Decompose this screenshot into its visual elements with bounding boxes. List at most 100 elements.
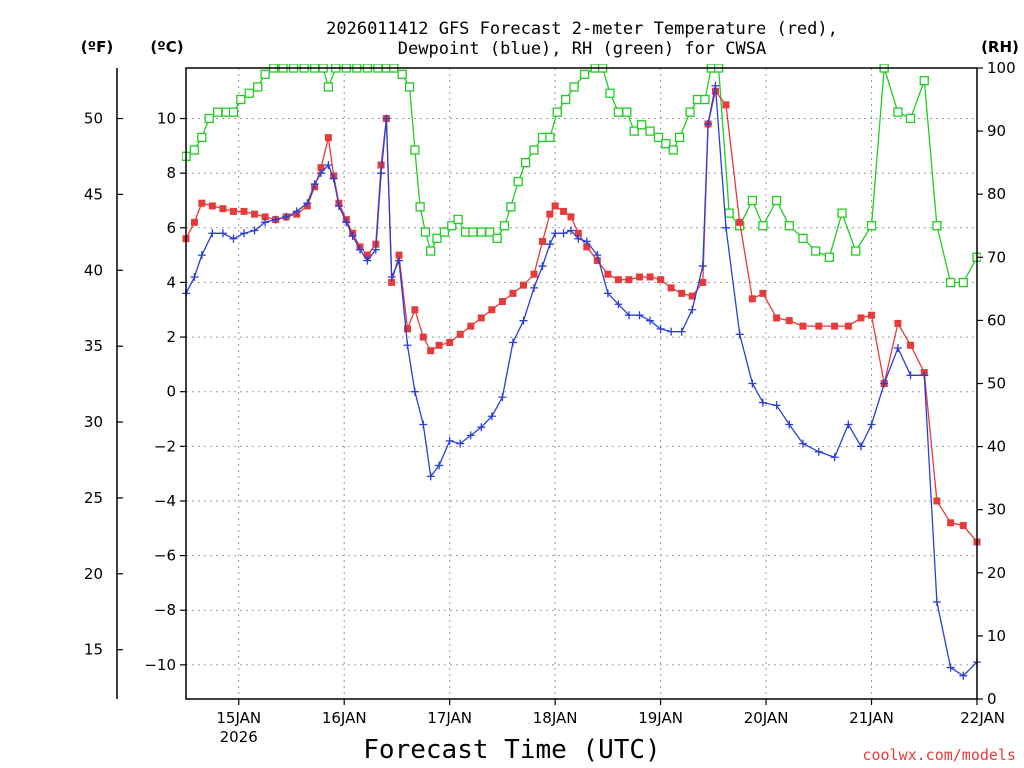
temperature-point [446, 339, 454, 347]
dewpoint-point [363, 256, 372, 265]
dewpoint-point [487, 412, 496, 421]
rh-point [605, 88, 615, 98]
dewpoint-point [635, 311, 644, 320]
dewpoint-point [282, 212, 291, 221]
rh-point [189, 145, 200, 155]
temperature-point [509, 289, 517, 297]
celsius-tick-label: −2 [154, 437, 176, 455]
dewpoint-point [721, 223, 730, 232]
temperature-point [907, 341, 915, 349]
rh-point [629, 126, 639, 136]
rh-point [253, 82, 263, 92]
dewpoint-point [844, 420, 853, 429]
rh-point [758, 221, 768, 231]
temperature-point [604, 270, 612, 278]
dewpoint-point [814, 447, 823, 456]
dewpoint-point [395, 256, 404, 265]
rh-point [228, 107, 239, 117]
dewpoint-point [582, 237, 591, 246]
rh-point [932, 221, 942, 231]
dewpoint-point [382, 114, 391, 123]
temperature-point [324, 134, 332, 142]
rh-point [798, 233, 808, 244]
plot-frame [185, 67, 978, 700]
dewpoint-point [867, 420, 876, 429]
rh-point [837, 208, 847, 218]
fahrenheit-tick-label: 40 [84, 261, 103, 279]
rh-point [545, 132, 555, 143]
x-tick-label: 21JAN [849, 709, 894, 727]
dewpoint-point [342, 218, 351, 227]
temperature-point [857, 314, 865, 322]
rh-point [468, 227, 478, 237]
temperature-point [377, 161, 385, 169]
rh-point [236, 94, 246, 105]
temperature-point [699, 278, 707, 286]
celsius-unit-label: (ºC) [150, 38, 183, 56]
dewpoint-point [250, 226, 259, 235]
rh-point [426, 246, 436, 256]
x-tick-label: 16JAN [322, 709, 367, 727]
dewpoint-point [387, 272, 396, 281]
dewpoint-point [208, 229, 217, 238]
dewpoint-point [559, 229, 568, 238]
dewpoint-point [377, 169, 386, 178]
dewpoint-point [292, 207, 301, 216]
dewpoint-point [624, 311, 633, 320]
temperature-point [388, 278, 396, 286]
rh-unit-label: (RH) [981, 38, 1019, 56]
temperature-point [198, 199, 206, 207]
fahrenheit-tick-label: 35 [84, 337, 103, 355]
dewpoint-point [614, 300, 623, 309]
dewpoint-point [456, 439, 465, 448]
dewpoint-point [772, 401, 781, 410]
rh-point [485, 227, 495, 237]
series-group [182, 64, 981, 680]
rh-point [404, 82, 415, 92]
rh-tick-label: 30 [987, 501, 1006, 519]
temperature-point [317, 164, 325, 172]
temperature-point [815, 322, 823, 330]
rh-point [784, 221, 794, 231]
temperature-point [403, 325, 411, 333]
rh-point [244, 88, 254, 98]
temperature-point [488, 306, 496, 314]
dewpoint-point [920, 371, 929, 380]
celsius-tick-label: −8 [154, 601, 176, 619]
dewpoint-point [445, 436, 454, 445]
dewpoint-point [371, 245, 380, 254]
dewpoint-point [830, 453, 839, 462]
temperature-point [625, 276, 633, 284]
rh-point [700, 94, 710, 105]
dewpoint-line [185, 85, 978, 677]
dewpoint-point [603, 289, 612, 298]
rh-point [919, 75, 929, 86]
rh-point [747, 195, 758, 206]
dewpoint-point [435, 461, 444, 470]
temperature-point [593, 257, 601, 265]
rh-tick-label: 90 [987, 122, 1006, 140]
temperature-point [427, 347, 435, 355]
rh-tick-label: 10 [987, 627, 1006, 645]
temperature-point [411, 306, 419, 314]
fahrenheit-tick-label: 45 [84, 185, 103, 203]
fahrenheit-tick-label: 25 [84, 489, 103, 507]
credit-text: coolwx.com/models [862, 746, 1016, 764]
rh-point [410, 145, 420, 155]
dewpoint-point [261, 218, 270, 227]
temperature-point [251, 210, 259, 218]
temperature-point [799, 322, 807, 330]
dewpoint-point [240, 229, 249, 238]
temperature-point [947, 519, 955, 527]
celsius-tick-label: 2 [166, 328, 176, 346]
dewpoint-point [711, 81, 720, 90]
dewpoint-point [667, 327, 676, 336]
x-axis-label: Forecast Time (UTC) [363, 735, 660, 765]
rh-point [613, 107, 624, 117]
dewpoint-point [403, 341, 412, 350]
dewpoint-point [758, 398, 767, 407]
dewpoint-point [303, 199, 312, 208]
rh-point [197, 132, 207, 143]
